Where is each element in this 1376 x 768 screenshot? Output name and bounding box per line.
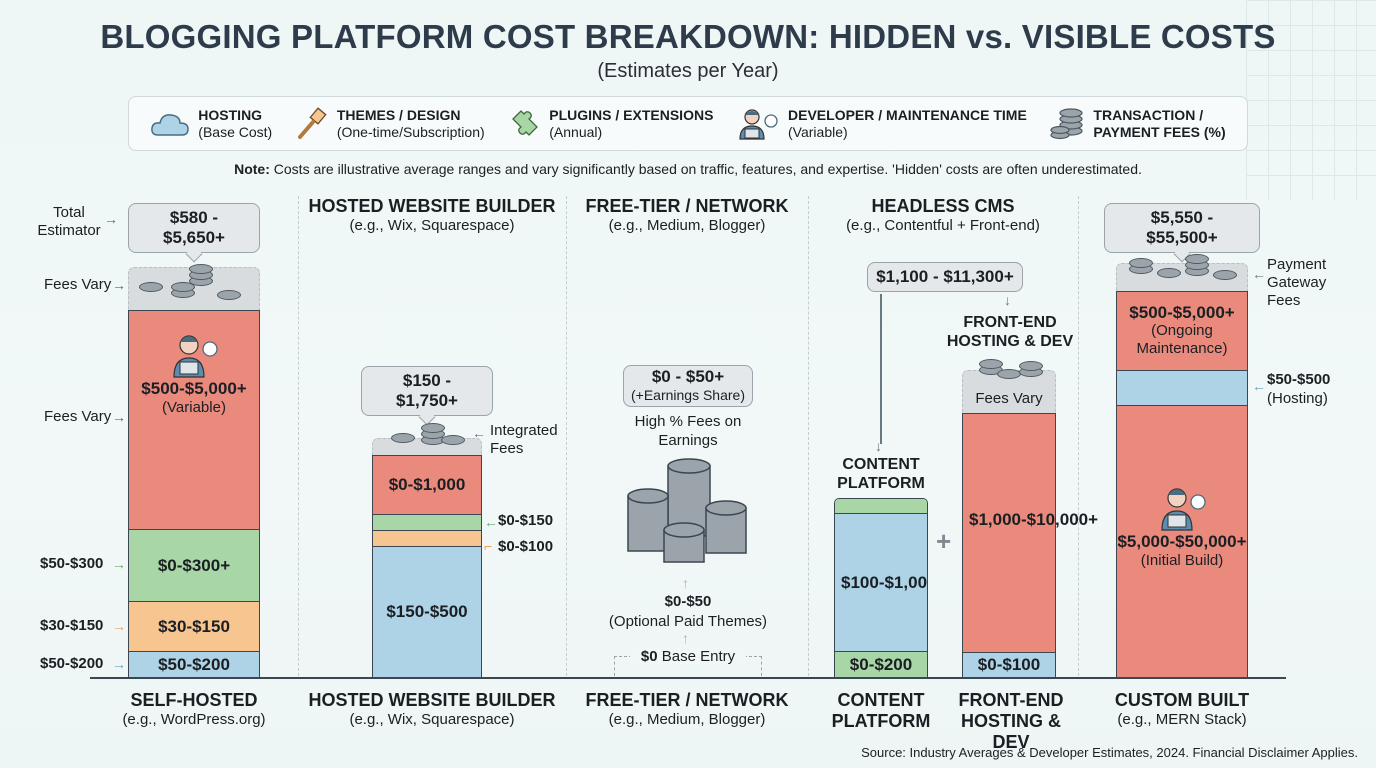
plus-icon: + [936,526,952,556]
arrow-right-icon: → [112,618,126,634]
fees-box-self-hosted [128,264,260,310]
integrated-fees-label: Integrated Fees [490,422,558,457]
segment-developer: $1,000-$10,000+ [963,414,1098,652]
segment-hosting [1117,370,1247,405]
stacked-bar-self-hosted: $500-$5,000+ (Variable) $0-$300+ $30-$15… [128,310,260,678]
stacked-bar-hosted-builder: $0-$1,000 $150-$500 [372,455,482,678]
chart-subtitle: (Estimates per Year) [597,60,779,82]
segment-hosting: $150-$500 [373,546,481,677]
arrow-left-icon: ← [1252,378,1266,394]
segment-themes [373,530,481,546]
category-label-frontend: FRONT-END HOSTING & DEV [958,690,1064,752]
arrow-down-icon: ↓ [1004,292,1011,308]
arrow-left-icon: ⌐ [484,538,493,554]
segment-plugins: $0-$300+ [129,529,259,601]
column-header-free-tier: FREE-TIER / NETWORK (e.g., Medium, Blogg… [585,196,789,234]
arrow-up-icon: ↑ [682,575,689,591]
category-label-content-platform: CONTENT PLATFORM [831,690,931,731]
category-label-self-hosted: SELF-HOSTED (e.g., WordPress.org) [122,690,266,728]
arrow-up-icon: ↑ [682,630,689,646]
connector-line [880,294,882,444]
column-divider [566,196,567,676]
arrow-down-icon: ↓ [875,438,882,454]
total-callout-free-tier: $0 - $50+ (+Earnings Share) [623,365,753,407]
stacked-bar-frontend: $1,000-$10,000+ $0-$100 [962,413,1098,678]
fees-box-custom [1116,254,1248,291]
plugins-label-hosted-builder: $0-$150 [498,512,554,529]
payment-gateway-fees-label: Payment Gateway Fees [1267,256,1327,309]
segment-developer: $500-$5,000+ (Variable) [129,311,259,529]
stacked-bar-content-platform: $100-$1,000+ $0-$200 [834,498,928,678]
themes-label-hosted-builder: $0-$100 [498,538,554,555]
segment-plugins [835,499,927,513]
arrow-left-icon: ← [484,514,498,530]
total-callout-headless: $1,100 - $11,300+ [867,262,1023,292]
segment-developer: $0-$1,000 [373,456,481,514]
total-callout-custom: $5,550 - $55,500+ [1104,203,1260,263]
arrow-right-icon: → [112,277,126,293]
legend-item-fees: TRANSACTION / PAYMENT FEES (%) [1049,107,1226,141]
cloud-icon [151,113,190,136]
category-label-custom: CUSTOM BUILT (e.g., MERN Stack) [1114,690,1250,728]
segment-plugins: $0-$200 [835,651,927,677]
note: Note: Costs are illustrative average ran… [234,161,1142,177]
themes-side-label: $30-$150 [40,617,104,634]
total-estimator-label: Total Estimator [37,204,101,239]
arrow-right-icon: → [112,409,126,425]
segment-themes: $30-$150 [129,601,259,651]
puzzle-piece-icon [512,109,539,136]
source-footer: Source: Industry Averages & Developer Es… [861,745,1358,760]
fees-box-hosted-builder [372,423,482,455]
category-label-hosted-builder: HOSTED WEBSITE BUILDER (e.g., Wix, Square… [308,690,556,728]
segment-hosting: $100-$1,000+ [835,513,927,651]
optional-themes-label: $0-$50 (Optional Paid Themes) [608,593,768,630]
hosting-side-label: $50-$200 [40,655,104,672]
arrow-right-icon: → [112,556,126,572]
legend-item-hosting: HOSTING (Base Cost) [150,107,272,141]
legend: HOSTING (Base Cost) THEMES / DESIGN (One-t… [128,96,1248,151]
arrow-right-icon: → [104,211,118,227]
coin-stack-icon [1050,107,1084,139]
column-header-hosted-builder: HOSTED WEBSITE BUILDER (e.g., Wix, Squar… [308,196,556,234]
arrow-right-icon: → [112,656,126,672]
frontend-label: FRONT-END HOSTING & DEV [946,314,1074,350]
developer-icon [1161,488,1206,531]
segment-plugins [373,514,481,530]
legend-item-plugins: PLUGINS / EXTENSIONS (Annual) [507,107,713,141]
category-label-free-tier: FREE-TIER / NETWORK (e.g., Medium, Blogge… [585,690,789,728]
chart-title: BLOGGING PLATFORM COST BREAKDOWN: HIDDEN… [100,18,1276,55]
segment-hosting: $0-$100 [963,652,1055,677]
stacked-bar-custom: $500-$5,000+ (Ongoing Maintenance) $5,00… [1116,291,1248,678]
legend-item-developer: DEVELOPER / MAINTENANCE TIME (Variable) [736,107,1027,141]
column-divider [1078,196,1079,676]
segment-initial-build: $5,000-$50,000+ (Initial Build) [1117,405,1247,677]
total-callout-self-hosted: $580 - $5,650+ [128,203,260,263]
paintbrush-icon [297,106,327,139]
segment-maintenance: $500-$5,000+ (Ongoing Maintenance) [1117,292,1247,370]
arrow-left-icon: ← [472,425,486,441]
column-divider [298,196,299,676]
high-fees-note: High % Fees on Earnings [634,413,742,449]
background-grid-decoration [1246,0,1376,200]
content-platform-label: CONTENT PLATFORM [837,456,925,492]
plugins-side-label: $50-$300 [40,555,104,572]
x-axis [90,677,1286,679]
base-entry-label: $0 Base Entry [630,648,746,665]
fees-box-frontend: Fees Vary [962,359,1056,413]
arrow-left-icon: ← [1252,266,1266,282]
developer-icon [173,335,218,378]
total-callout-hosted-builder: $150 - $1,750+ [361,366,493,426]
segment-hosting: $50-$200 [129,651,259,677]
coin-stack-icon [627,458,747,563]
column-divider [808,196,809,676]
fees-vary-label: Fees Vary [44,276,112,293]
column-header-headless: HEADLESS CMS (e.g., Contentful + Front-e… [846,196,1040,234]
legend-item-themes: THEMES / DESIGN (One-time/Subscription) [295,107,485,141]
developer-icon [739,108,778,140]
custom-hosting-label: $50-$500 (Hosting) [1267,371,1331,407]
fees-vary-label: Fees Vary [44,408,112,425]
